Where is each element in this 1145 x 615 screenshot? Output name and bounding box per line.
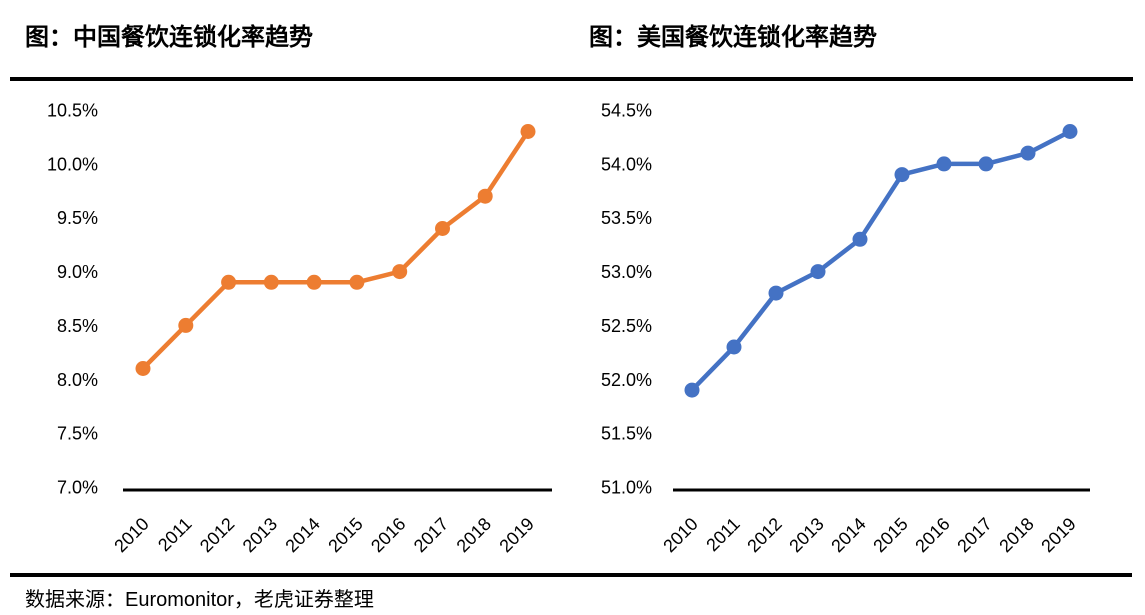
data-point-2019 <box>1062 124 1078 139</box>
data-point-2012 <box>768 285 784 301</box>
y-axis-tick-label: 10.5% <box>47 101 98 121</box>
data-point-2011 <box>178 317 194 333</box>
data-point-2018 <box>1020 145 1036 161</box>
data-point-2018 <box>477 188 493 204</box>
bottom-divider <box>10 573 1132 577</box>
x-axis-year-label: 2013 <box>239 514 281 556</box>
data-point-2015 <box>894 167 910 183</box>
x-axis-year-label: 2018 <box>995 514 1037 556</box>
data-point-2010 <box>135 361 151 376</box>
x-axis-year-label: 2016 <box>367 514 409 556</box>
y-axis-tick-label: 9.0% <box>57 262 98 282</box>
chart-title-china: 图：中国餐饮连锁化率趋势 <box>25 24 313 51</box>
x-axis-year-label: 2014 <box>281 514 323 556</box>
trend-line <box>140 129 531 371</box>
x-axis-year-label: 2010 <box>110 514 152 556</box>
y-axis-tick-label: 8.5% <box>57 316 98 336</box>
x-axis-year-label: 2018 <box>453 514 495 556</box>
data-point-2019 <box>520 124 536 139</box>
data-point-2017 <box>978 156 994 172</box>
trend-line <box>689 129 1073 393</box>
data-point-2014 <box>306 274 322 290</box>
x-axis-year-label: 2012 <box>743 514 785 556</box>
y-axis-tick-label: 7.5% <box>57 424 98 444</box>
y-axis-tick-label: 52.0% <box>601 370 652 390</box>
data-point-2010 <box>684 382 700 398</box>
y-axis-tick-label: 53.5% <box>601 208 652 228</box>
y-axis-tick-label: 52.5% <box>601 316 652 336</box>
y-axis-tick-label: 51.5% <box>601 424 652 444</box>
china-chain-rate-line-chart: 10.5%10.0%9.5%9.0%8.5%8.0%7.5%7.0%2010 20… <box>47 101 552 556</box>
data-point-2015 <box>349 274 365 290</box>
y-axis-tick-label: 53.0% <box>601 262 652 282</box>
data-point-2014 <box>852 231 868 247</box>
x-axis-year-label: 2010 <box>659 514 701 556</box>
data-point-2012 <box>221 274 237 290</box>
y-axis-tick-label: 54.5% <box>601 101 652 121</box>
data-point-2016 <box>392 264 408 280</box>
x-axis-year-label: 2014 <box>827 514 869 556</box>
y-axis-tick-label: 7.0% <box>57 478 98 498</box>
x-axis-year-label: 2019 <box>1037 514 1079 556</box>
x-axis-year-label: 2013 <box>785 514 827 556</box>
x-axis-year-label: 2011 <box>702 514 744 556</box>
x-axis-year-label: 2011 <box>154 514 196 556</box>
data-point-2011 <box>726 339 742 355</box>
x-axis-year-label: 2015 <box>324 514 366 556</box>
y-axis-tick-label: 51.0% <box>601 478 652 498</box>
usa-chain-rate-line-chart: 54.5% 54.0% 53.5% 53.0% 52.5% 52.0% 51.5% 51.0%… <box>601 101 1090 556</box>
y-axis-tick-label: 54.0% <box>601 154 652 174</box>
top-divider <box>10 77 1133 81</box>
x-axis-year-label: 2017 <box>410 514 452 556</box>
data-source-note: 数据来源：Euromonitor，老虎证券整理 <box>25 589 374 611</box>
chart-title-usa: 图：美国餐饮连锁化率趋势 <box>589 24 877 51</box>
x-axis-year-label: 2015 <box>869 514 911 556</box>
x-axis-year-label: 2017 <box>953 514 995 556</box>
data-point-2016 <box>936 156 952 172</box>
y-axis-tick-label: 8.0% <box>57 370 98 390</box>
data-point-2013 <box>810 264 826 280</box>
y-axis-tick-label: 9.5% <box>57 208 98 228</box>
x-axis-year-label: 2019 <box>495 514 537 556</box>
data-point-2013 <box>263 274 279 290</box>
data-point-2017 <box>435 221 450 236</box>
y-axis-tick-label: 10.0% <box>47 154 98 174</box>
x-axis-year-label: 2016 <box>911 514 953 556</box>
x-axis-year-label: 2012 <box>196 514 238 556</box>
